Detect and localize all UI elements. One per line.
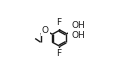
Text: F: F bbox=[56, 18, 62, 27]
Text: OH: OH bbox=[72, 21, 86, 30]
Text: F: F bbox=[56, 49, 62, 58]
Text: B: B bbox=[70, 26, 76, 35]
Text: OH: OH bbox=[72, 31, 86, 40]
Text: O: O bbox=[42, 26, 49, 35]
